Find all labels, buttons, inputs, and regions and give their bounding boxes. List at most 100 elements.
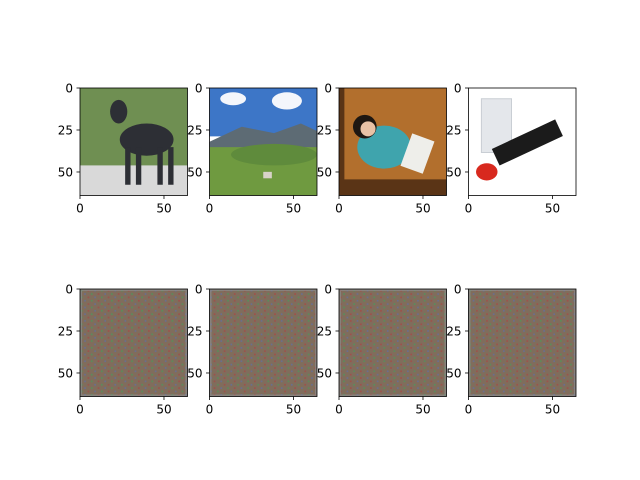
noise-dot xyxy=(363,373,366,376)
noise-dot xyxy=(97,299,100,302)
noise-dot xyxy=(260,387,263,389)
noise-dot xyxy=(380,377,382,379)
noise-base xyxy=(209,289,317,397)
noise-dot xyxy=(380,383,382,386)
noise-dot xyxy=(420,316,423,319)
noise-dot xyxy=(260,320,263,322)
noise-dot xyxy=(254,306,256,309)
noise-dot xyxy=(294,293,297,295)
noise-dot xyxy=(566,367,569,369)
noise-dot xyxy=(479,360,482,363)
noise-dot xyxy=(346,309,349,312)
y-tick-label: 0 xyxy=(195,283,203,297)
noise-dot xyxy=(516,377,519,379)
image-noise xyxy=(339,289,447,397)
noise-dot xyxy=(213,387,216,389)
noise-dot xyxy=(87,357,90,359)
noise-dot xyxy=(359,370,362,373)
noise-dot xyxy=(100,336,103,339)
noise-dot xyxy=(230,296,233,299)
noise-dot xyxy=(536,377,539,379)
noise-dot xyxy=(560,299,562,302)
noise-dot xyxy=(217,330,219,332)
noise-dot xyxy=(274,387,276,389)
noise-dot xyxy=(227,293,229,295)
noise-dot xyxy=(290,343,293,346)
noise-dot xyxy=(523,357,525,359)
noise-dot xyxy=(161,330,164,332)
noise-dot xyxy=(506,360,508,363)
noise-dot xyxy=(124,333,127,336)
noise-dot xyxy=(297,303,300,305)
noise-dot xyxy=(553,340,556,342)
noise-dot xyxy=(536,316,539,319)
noise-dot xyxy=(121,350,123,352)
noise-dot xyxy=(386,357,389,359)
noise-dot xyxy=(492,313,495,316)
noise-dot xyxy=(274,346,276,349)
noise-dot xyxy=(529,336,532,339)
noise-dot xyxy=(502,343,505,346)
noise-dot xyxy=(174,357,177,359)
axes-frame xyxy=(468,288,577,397)
noise-dot xyxy=(107,309,110,312)
noise-dot xyxy=(353,350,355,352)
noise-dot xyxy=(250,336,253,339)
noise-dot xyxy=(151,340,154,342)
noise-dot xyxy=(284,363,286,366)
noise-dot xyxy=(247,299,249,302)
noise-dot xyxy=(267,373,270,376)
noise-dot xyxy=(427,336,429,339)
noise-dot xyxy=(277,323,280,326)
noise-dot xyxy=(243,350,246,352)
noise-dot xyxy=(294,346,297,349)
noise-dot xyxy=(90,293,93,295)
noise-dot xyxy=(90,326,93,329)
noise-dot xyxy=(393,296,396,299)
noise-dot xyxy=(213,380,216,383)
noise-dot xyxy=(506,353,508,356)
noise-dot xyxy=(230,316,233,319)
noise-dot xyxy=(174,343,177,346)
noise-dot xyxy=(366,350,369,352)
noise-dot xyxy=(240,380,243,383)
noise-dot xyxy=(566,306,569,309)
noise-dot xyxy=(413,323,416,326)
noise-dot xyxy=(158,306,160,309)
noise-dot xyxy=(144,360,147,363)
noise-dot xyxy=(161,390,164,393)
noise-dot xyxy=(223,363,226,366)
noise-dot xyxy=(280,373,283,376)
noise-dot xyxy=(90,367,93,369)
noise-dot xyxy=(161,323,164,326)
noise-dot xyxy=(257,390,260,393)
noise-dot xyxy=(233,373,236,376)
noise-dot xyxy=(410,367,413,369)
noise-dot xyxy=(570,350,572,352)
noise-dot xyxy=(430,306,433,309)
noise-dot xyxy=(230,383,233,386)
noise-dot xyxy=(363,367,366,369)
noise-dot xyxy=(390,326,392,329)
noise-dot xyxy=(144,313,147,316)
noise-dot xyxy=(437,293,439,295)
noise-dot xyxy=(104,353,107,356)
noise-dot xyxy=(94,383,96,386)
noise-dot xyxy=(556,309,559,312)
noise-dot xyxy=(563,363,566,366)
noise-dot xyxy=(400,303,402,305)
noise-dot xyxy=(343,353,345,356)
noise-dot xyxy=(476,316,478,319)
noise-dot xyxy=(472,367,475,369)
noise-dot xyxy=(223,296,226,299)
noise-dot xyxy=(396,326,399,329)
noise-dot xyxy=(420,323,423,326)
noise-dot xyxy=(134,357,137,359)
noise-dot xyxy=(250,377,253,379)
noise-dot xyxy=(240,353,243,356)
noise-dot xyxy=(563,383,566,386)
noise-dot xyxy=(380,370,382,373)
noise-dot xyxy=(250,363,253,366)
noise-dot xyxy=(386,323,389,326)
noise-dot xyxy=(526,313,529,316)
